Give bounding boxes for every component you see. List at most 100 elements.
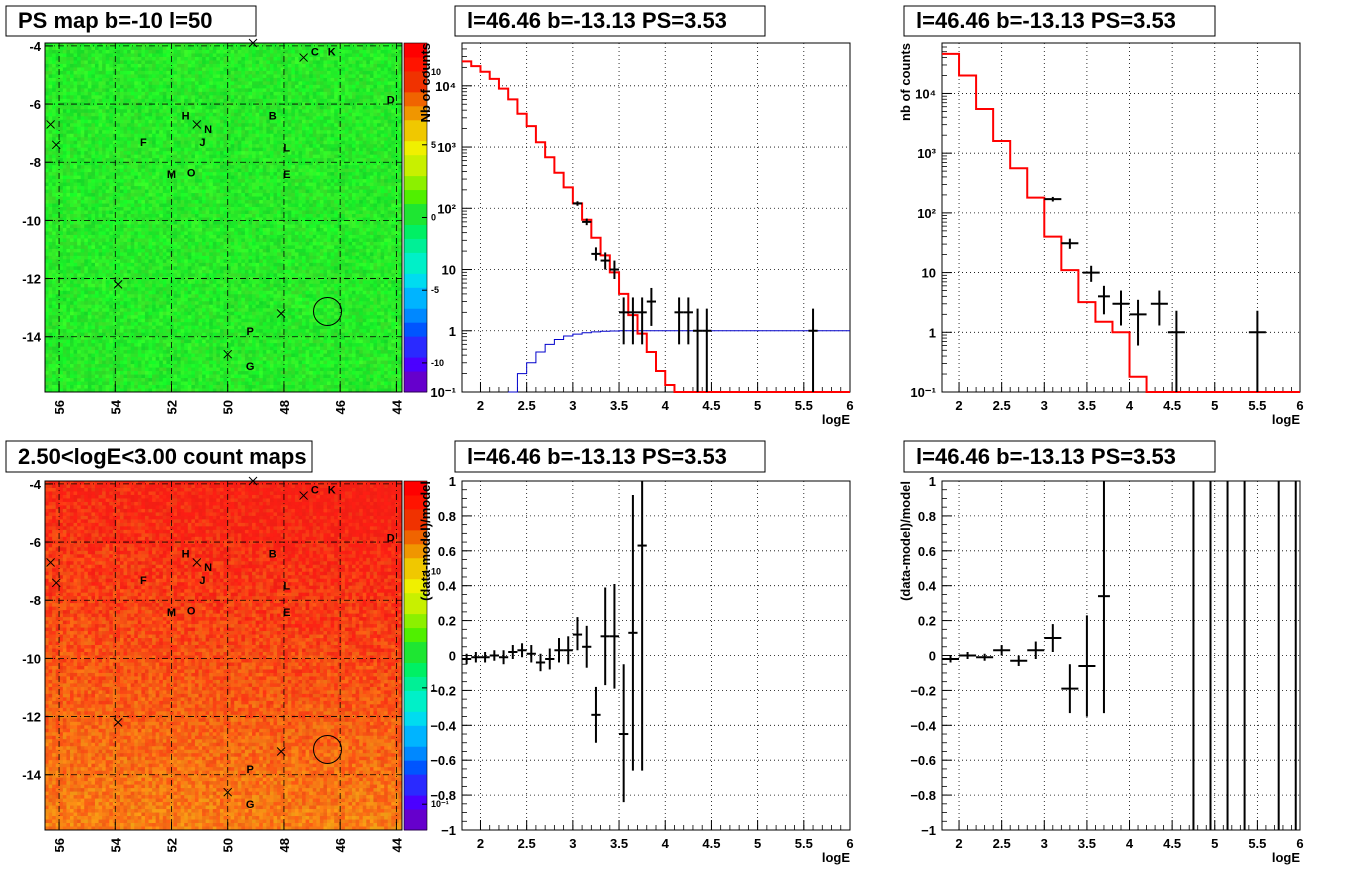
heatmap-cell	[327, 133, 331, 138]
heatmap-cell	[319, 140, 324, 145]
heatmap-cell	[69, 46, 74, 51]
heatmap-cell	[141, 126, 146, 131]
heatmap-cell	[98, 151, 103, 156]
heatmap-cell	[66, 105, 71, 110]
heatmap-cell	[380, 84, 385, 89]
heatmap-cell	[94, 95, 99, 100]
heatmap-cell	[73, 67, 78, 72]
heatmap-cell	[309, 70, 314, 75]
heatmap-cell	[169, 165, 174, 170]
heatmap-cell	[355, 172, 360, 177]
heatmap-cell	[384, 70, 389, 75]
heatmap-cell	[234, 214, 239, 218]
heatmap-cell	[102, 95, 107, 100]
heatmap-cell	[362, 154, 367, 159]
heatmap-cell	[191, 84, 196, 89]
heatmap-cell	[52, 207, 57, 211]
heatmap-cell	[398, 140, 403, 145]
heatmap-cell	[202, 53, 207, 58]
heatmap-cell	[169, 88, 174, 93]
heatmap-cell	[166, 168, 171, 173]
heatmap-cell	[123, 130, 128, 135]
heatmap-cell	[198, 144, 203, 149]
heatmap-cell	[387, 130, 392, 135]
heatmap-cell	[130, 77, 135, 82]
heatmap-cell	[384, 196, 389, 201]
heatmap-cell	[398, 67, 403, 72]
heatmap-cell	[259, 67, 264, 72]
heatmap-cell	[119, 196, 124, 201]
heatmap-cell	[162, 147, 167, 152]
heatmap-cell	[123, 81, 128, 86]
heatmap-cell	[194, 207, 199, 211]
heatmap-cell	[337, 46, 342, 51]
heatmap-cell	[194, 74, 199, 79]
heatmap-cell	[73, 179, 78, 183]
heatmap-cell	[391, 193, 396, 197]
heatmap-cell	[337, 214, 342, 218]
heatmap-cell	[380, 105, 385, 110]
heatmap-cell	[327, 144, 331, 149]
heatmap-cell	[348, 154, 353, 159]
heatmap-cell	[234, 133, 239, 138]
heatmap-cell	[180, 172, 185, 177]
heatmap-cell	[177, 175, 182, 180]
heatmap-cell	[152, 214, 157, 218]
heatmap-cell	[384, 109, 389, 114]
heatmap-cell	[344, 133, 349, 138]
heatmap-cell	[173, 116, 178, 121]
heatmap-cell	[80, 182, 85, 187]
heatmap-cell	[291, 112, 296, 117]
heatmap-cell	[237, 70, 242, 75]
heatmap-cell	[155, 88, 160, 93]
heatmap-cell	[359, 154, 364, 159]
heatmap-cell	[59, 175, 64, 180]
heatmap-cell	[134, 105, 139, 110]
heatmap-cell	[362, 161, 367, 166]
heatmap-cell	[209, 77, 214, 82]
heatmap-cell	[184, 200, 189, 204]
heatmap-cell	[241, 49, 246, 54]
heatmap-cell	[302, 116, 307, 121]
heatmap-cell	[284, 105, 289, 110]
heatmap-cell	[355, 158, 360, 163]
heatmap-cell	[294, 186, 299, 190]
heatmap-cell	[244, 53, 249, 58]
heatmap-cell	[377, 88, 381, 93]
heatmap-cell	[319, 144, 324, 149]
heatmap-cell	[152, 98, 157, 103]
heatmap-cell	[80, 144, 85, 149]
heatmap-cell	[112, 98, 117, 103]
heatmap-cell	[177, 63, 182, 68]
heatmap-cell	[216, 119, 221, 124]
heatmap-cell	[227, 84, 232, 89]
heatmap-cell	[334, 43, 339, 47]
heatmap-cell	[119, 200, 124, 204]
heatmap-cell	[102, 98, 107, 103]
heatmap-cell	[66, 133, 71, 138]
heatmap-cell	[109, 84, 114, 89]
heatmap-cell	[134, 84, 139, 89]
heatmap-cell	[134, 119, 139, 124]
heatmap-cell	[141, 172, 146, 177]
heatmap-cell	[137, 161, 142, 166]
heatmap-cell	[362, 70, 367, 75]
heatmap-cell	[144, 81, 149, 86]
heatmap-cell	[184, 158, 189, 163]
heatmap-cell	[87, 123, 92, 128]
heatmap-cell	[369, 60, 374, 65]
heatmap-cell	[180, 98, 185, 103]
heatmap-cell	[305, 168, 310, 173]
heatmap-cell	[377, 43, 381, 47]
heatmap-cell	[273, 105, 278, 110]
heatmap-cell	[291, 56, 296, 61]
heatmap-cell	[94, 49, 99, 54]
heatmap-cell	[355, 203, 360, 208]
heatmap-cell	[373, 46, 378, 51]
heatmap-cell	[377, 186, 381, 190]
heatmap-cell	[380, 116, 385, 121]
heatmap-cell	[337, 74, 342, 79]
heatmap-cell	[130, 112, 135, 117]
heatmap-cell	[262, 168, 267, 173]
heatmap-cell	[341, 144, 346, 149]
